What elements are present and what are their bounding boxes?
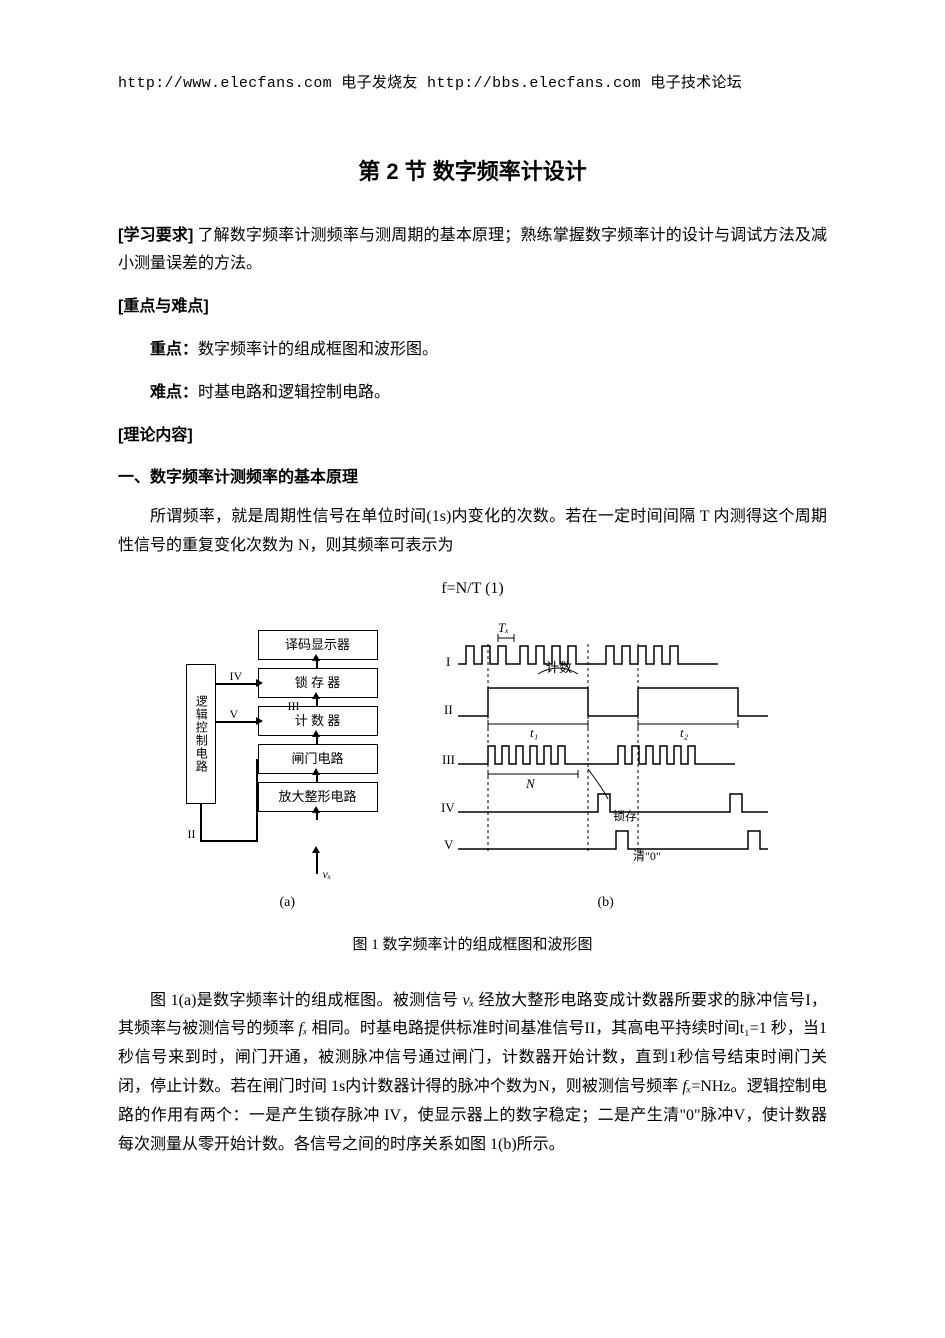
- annot-iv: IV: [230, 666, 243, 688]
- wave-row-iii: III: [442, 752, 455, 767]
- wave-row-ii: II: [444, 702, 453, 717]
- figure-1: 逻辑控制电路 译码显示器 锁 存 器 计 数 器 闸门电路 放大整形电路 IV …: [118, 624, 827, 914]
- body-paragraph-2: 图 1(a)是数字频率计的组成框图。被测信号 vₓ 经放大整形电路变成计数器所要…: [118, 987, 827, 1160]
- figure-1b-label: (b): [598, 890, 614, 915]
- wave-row-i: I: [446, 654, 450, 669]
- learn-requirements: [学习要求] 了解数字频率计测频率与测周期的基本原理；熟练掌握数字频率计的设计与…: [118, 222, 827, 280]
- wave-row-v: V: [444, 837, 454, 852]
- figure-1a-block-diagram: 逻辑控制电路 译码显示器 锁 存 器 计 数 器 闸门电路 放大整形电路 IV …: [168, 624, 408, 914]
- section1-para1: 所谓频率，就是周期性信号在单位时间(1s)内变化的次数。若在一定时间间隔 T 内…: [118, 503, 827, 561]
- wave-count-label: 计数: [546, 660, 572, 675]
- section1-title: 一、数字频率计测频率的基本原理: [118, 464, 827, 493]
- p2-seg-a: 图 1(a)是数字频率计的组成框图。被测信号: [150, 992, 463, 1009]
- wave-row-iv: IV: [441, 800, 455, 815]
- figure-1a-label: (a): [280, 890, 296, 915]
- wave-latch-label: 锁存: [613, 808, 637, 823]
- figure-1b-waveform: I II III IV V Tₓ 计数 t₁ t₂ N 锁存 清"0" (b): [438, 624, 778, 914]
- page-title: 第 2 节 数字频率计设计: [118, 152, 827, 192]
- var-fx-2: fₓ: [682, 1078, 691, 1095]
- wave-tx-label: Tₓ: [498, 620, 509, 635]
- key-text: 数字频率计的组成框图和波形图。: [198, 341, 438, 358]
- wave-n-label: N: [525, 776, 536, 791]
- annot-vx: vₓ: [323, 864, 332, 886]
- wave-t2-label: t₂: [680, 725, 689, 740]
- learn-requirements-label: [学习要求]: [118, 227, 193, 244]
- annot-v: V: [230, 704, 239, 726]
- waveform-svg: I II III IV V Tₓ 计数 t₁ t₂ N 锁存 清"0": [438, 624, 778, 914]
- key-point: 重点：数字频率计的组成框图和波形图。: [118, 336, 827, 365]
- var-vx: vₓ: [463, 992, 475, 1009]
- annot-ii: II: [188, 824, 196, 846]
- figure-1-caption: 图 1 数字频率计的组成框图和波形图: [118, 932, 827, 959]
- diff-text: 时基电路和逻辑控制电路。: [198, 384, 390, 401]
- wave-t1-label: t₁: [530, 725, 538, 740]
- formula-eq1: f=N/T (1): [118, 575, 827, 604]
- key-diff-heading: [重点与难点]: [118, 293, 827, 322]
- theory-heading: [理论内容]: [118, 422, 827, 451]
- learn-requirements-text: 了解数字频率计测频率与测周期的基本原理；熟练掌握数字频率计的设计与调试方法及减小…: [118, 227, 827, 273]
- wave-clear-label: 清"0": [633, 849, 661, 863]
- diff-point: 难点：时基电路和逻辑控制电路。: [118, 379, 827, 408]
- annot-iii: III: [288, 696, 300, 718]
- block-logic-control: 逻辑控制电路: [186, 664, 216, 804]
- header-url-line: http://www.elecfans.com 电子发烧友 http://bbs…: [118, 70, 827, 97]
- var-fx-1: fₓ: [299, 1020, 308, 1037]
